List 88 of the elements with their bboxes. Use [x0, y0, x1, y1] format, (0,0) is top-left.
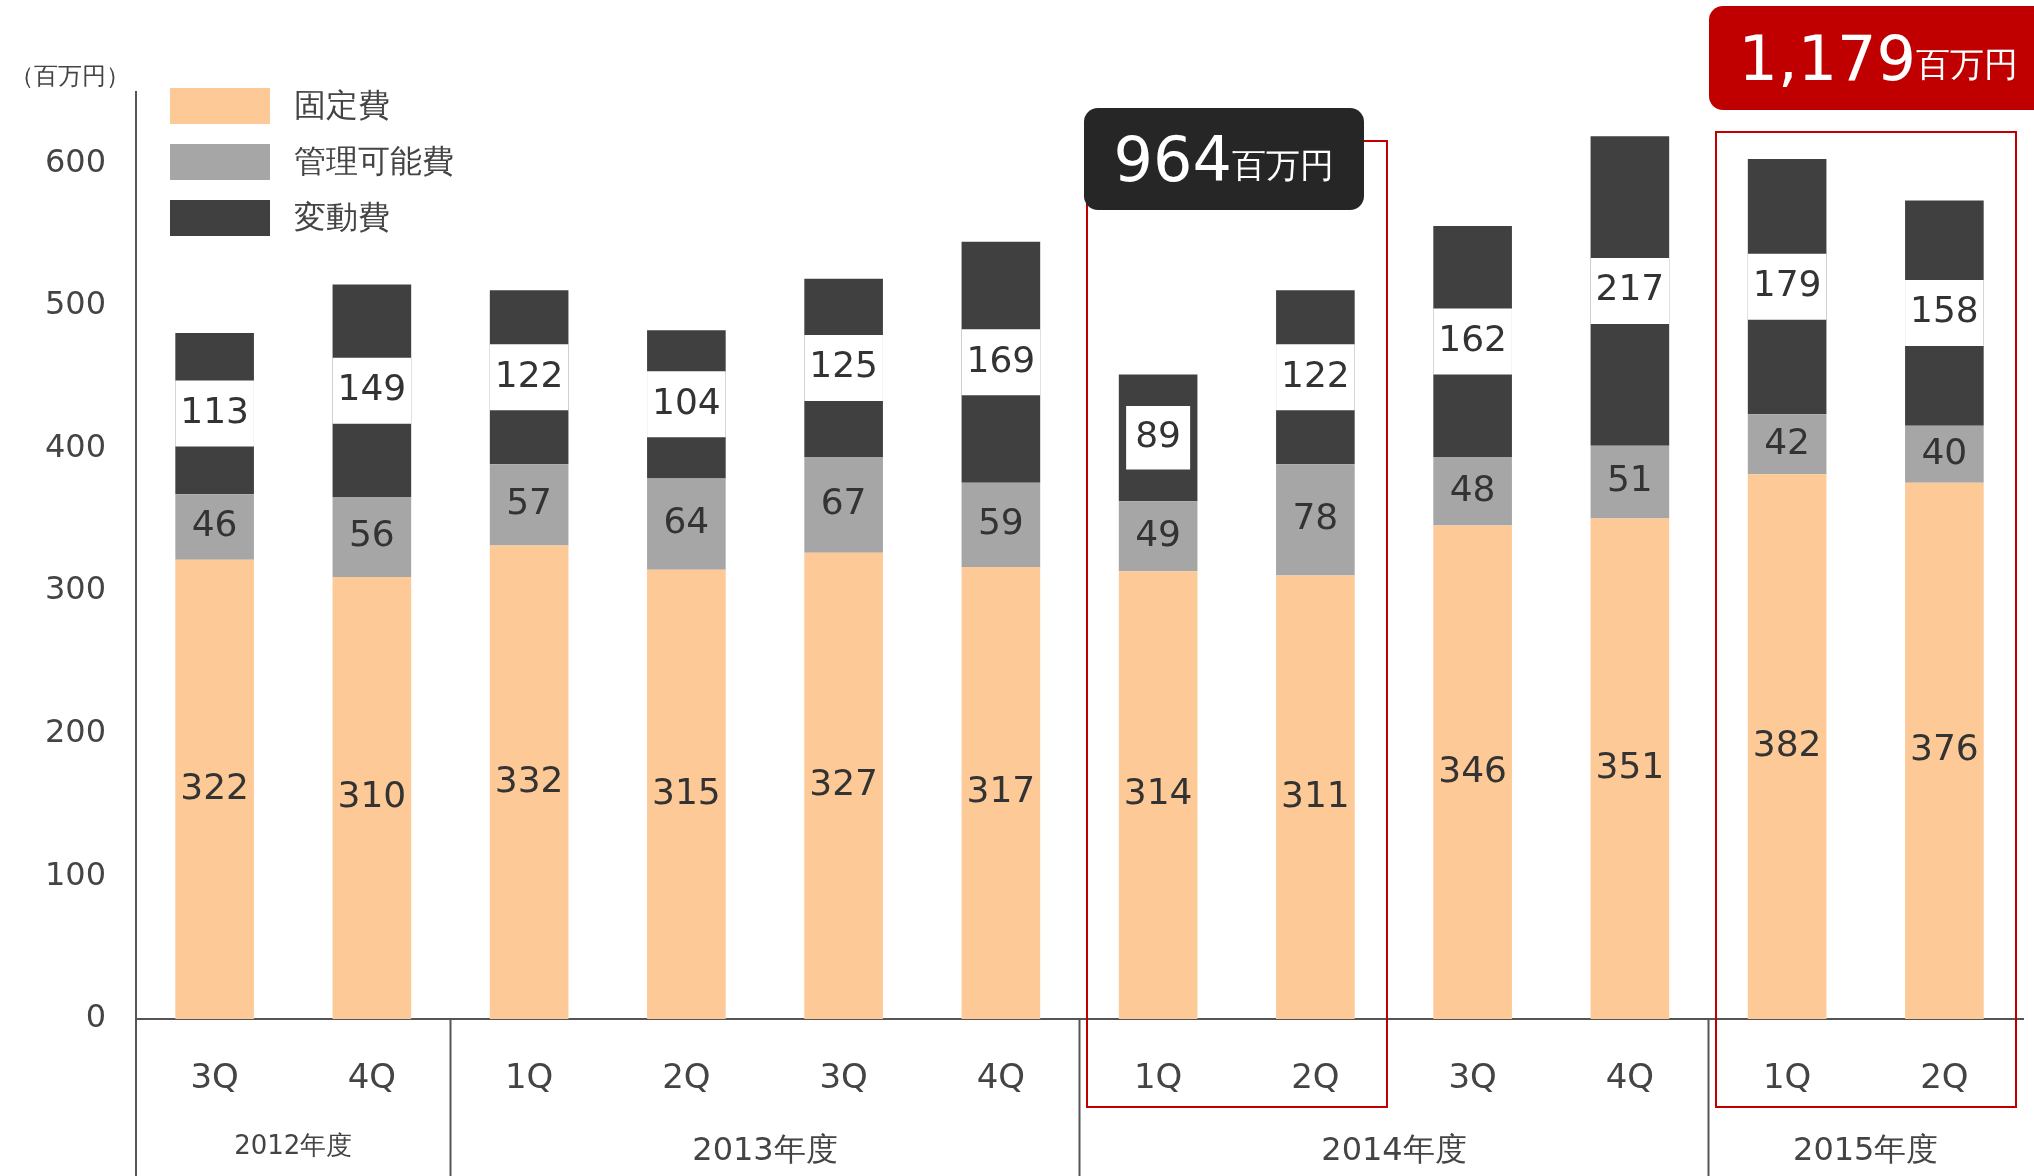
y-tick-label: 0 [85, 997, 106, 1036]
data-label: 346 [1438, 748, 1507, 790]
data-label: 56 [348, 513, 395, 555]
data-label: 158 [1910, 289, 1979, 331]
bar [1747, 474, 1827, 1019]
text: 2013年度 [691, 1129, 839, 1170]
bar [332, 497, 412, 577]
data-label: 314 [1123, 771, 1193, 813]
data-label: 382 [1752, 722, 1822, 764]
bar [647, 478, 726, 570]
bar [489, 545, 569, 1019]
data-label: 317 [966, 769, 1036, 811]
data-label: 332 [494, 758, 564, 800]
bar [1590, 445, 1670, 519]
data-label: 311 [1281, 773, 1350, 815]
data-label: 104 [652, 380, 721, 422]
x-tick-label: 2Q [1291, 1056, 1340, 1097]
bar [1118, 571, 1198, 1019]
bar [961, 482, 1041, 567]
x-tick-label: 1Q [504, 1056, 554, 1097]
data-label: 48 [1449, 467, 1496, 509]
x-tick-label: 1Q [1133, 1056, 1183, 1097]
x-tick-label: 3Q [819, 1056, 868, 1097]
x-tick-label: 4Q [976, 1056, 1026, 1097]
annotation: 964百万円 [1113, 122, 1334, 196]
data-label: 217 [1595, 267, 1665, 309]
x-tick-label: 2Q [662, 1056, 711, 1097]
data-label: 51 [1606, 458, 1653, 500]
text: 2015年度 [1792, 1129, 1940, 1170]
legend-label: 変動費 [294, 197, 390, 238]
bar [1276, 464, 1355, 576]
data-label: 49 [1135, 512, 1182, 554]
bar [1118, 501, 1198, 572]
bar [175, 559, 254, 1019]
data-label: 59 [977, 501, 1024, 543]
y-tick-label: 600 [44, 141, 106, 180]
x-tick-label: 4Q [1605, 1056, 1655, 1097]
data-label: 327 [809, 762, 878, 804]
bar [1433, 525, 1512, 1019]
bar [175, 494, 254, 560]
x-tick-label: 1Q [1762, 1056, 1812, 1097]
y-tick-label: 100 [44, 854, 106, 893]
x-tick-label: 3Q [1448, 1056, 1497, 1097]
x-tick-label: 4Q [347, 1056, 397, 1097]
y-tick-label: 500 [44, 284, 106, 323]
data-label: 42 [1764, 420, 1811, 462]
text: 2012年度 [233, 1129, 354, 1162]
data-label: 40 [1921, 430, 1968, 472]
bar [804, 457, 883, 553]
legend-label: 固定費 [294, 85, 390, 126]
x-tick-label: 2Q [1920, 1056, 1969, 1097]
bar [647, 569, 726, 1019]
bar [332, 576, 412, 1019]
data-label: 78 [1292, 496, 1339, 538]
data-label: 122 [1281, 353, 1350, 395]
data-label: 89 [1135, 414, 1182, 456]
data-label: 57 [506, 481, 553, 523]
data-label: 179 [1752, 263, 1822, 305]
data-label: 162 [1438, 317, 1507, 359]
bar [1433, 457, 1512, 526]
bar [1905, 482, 1984, 1019]
data-label: 315 [652, 770, 721, 812]
y-tick-label: 200 [44, 712, 106, 751]
data-label: 67 [820, 481, 867, 523]
bar [489, 464, 569, 546]
x-tick-label: 3Q [190, 1056, 239, 1097]
data-label: 46 [191, 503, 238, 545]
text: 2014年度 [1320, 1129, 1468, 1170]
bar [1276, 575, 1355, 1019]
data-label: 169 [966, 338, 1036, 380]
data-label: 64 [663, 500, 710, 542]
annotation: 1,179百万円 [1738, 21, 2018, 95]
data-label: 149 [337, 367, 407, 409]
bar [1747, 414, 1827, 475]
bar [804, 552, 883, 1019]
legend-label: 管理可能費 [294, 141, 454, 182]
data-label: 376 [1910, 727, 1979, 769]
y-axis-title: （百万円） [10, 61, 130, 92]
y-tick-label: 400 [44, 426, 106, 465]
data-label: 122 [494, 353, 564, 395]
data-label: 351 [1595, 745, 1665, 787]
data-label: 113 [180, 389, 249, 431]
bar [1590, 518, 1670, 1019]
data-label: 322 [180, 765, 249, 807]
bar [961, 566, 1041, 1019]
y-tick-label: 300 [44, 569, 106, 608]
data-label: 310 [337, 774, 407, 816]
data-label: 125 [809, 344, 878, 386]
